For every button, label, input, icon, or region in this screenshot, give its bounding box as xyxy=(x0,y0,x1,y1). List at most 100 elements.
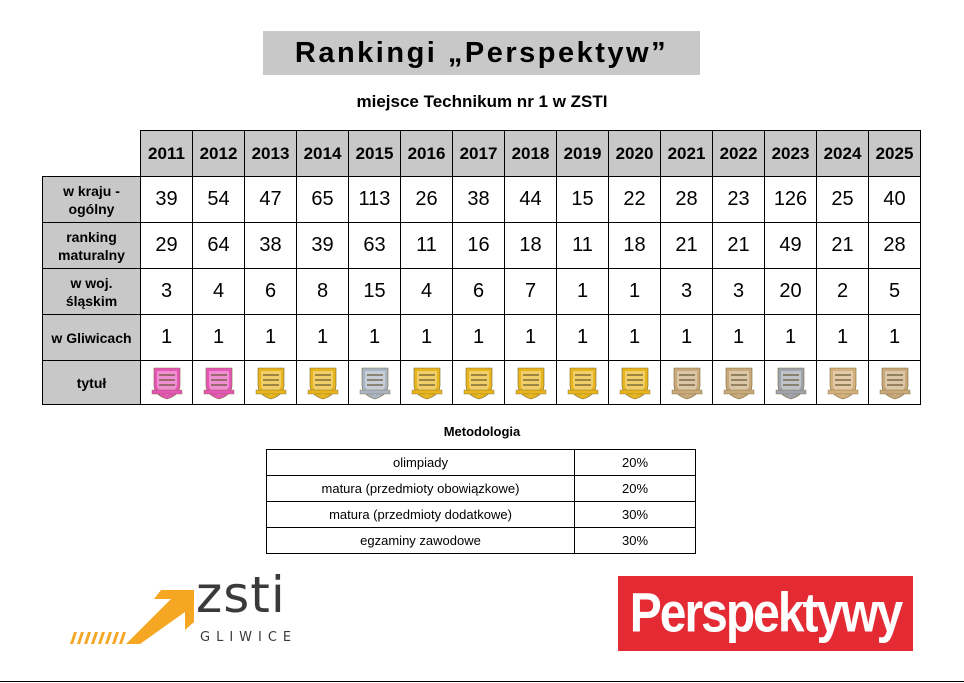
ranking-badge-icon xyxy=(671,367,702,399)
rank-value: 11 xyxy=(400,222,453,269)
ranking-badge-icon xyxy=(775,367,806,399)
row-label-line: ogólny xyxy=(68,200,115,217)
table-row: w Gliwicach 1 1 1 1 1 1 1 1 1 1 1 1 1 1 1 xyxy=(42,314,921,361)
rank-value: 126 xyxy=(764,176,817,223)
methodology-table: olimpiady 20% matura (przedmioty obowiązko… xyxy=(266,449,696,554)
rank-value: 22 xyxy=(608,176,661,223)
methodology-criterion: matura (przedmioty obowiązkowe) xyxy=(266,475,575,502)
methodology-row: matura (przedmioty dodatkowe) 30% xyxy=(266,501,696,528)
rank-value: 38 xyxy=(244,222,297,269)
rank-value: 1 xyxy=(764,314,817,361)
methodology-criterion: olimpiady xyxy=(266,449,575,476)
rank-value: 21 xyxy=(712,222,765,269)
rank-value: 25 xyxy=(816,176,869,223)
year-header: 2023 xyxy=(764,130,817,177)
zsti-logo-stripe xyxy=(91,632,98,644)
rank-value: 7 xyxy=(504,268,557,315)
badge-cell xyxy=(192,360,245,405)
year-header: 2017 xyxy=(452,130,505,177)
rank-value: 16 xyxy=(452,222,505,269)
rank-value: 11 xyxy=(556,222,609,269)
badge-cell xyxy=(348,360,401,405)
zsti-logo-stripe xyxy=(119,632,126,644)
ranking-badge-icon xyxy=(411,367,442,399)
rank-value: 18 xyxy=(608,222,661,269)
perspektywy-logo-word: Perspektywy xyxy=(629,583,904,644)
year-header: 2013 xyxy=(244,130,297,177)
zsti-logo-word: zsti xyxy=(196,566,286,624)
zsti-logo-stripe xyxy=(77,632,84,644)
row-label-line: maturalny xyxy=(58,246,125,263)
ranking-badge-icon xyxy=(151,367,182,399)
methodology-row: matura (przedmioty obowiązkowe) 20% xyxy=(266,475,696,502)
title-background xyxy=(263,31,700,75)
rank-value: 1 xyxy=(244,314,297,361)
table-row: ranking maturalny 29 64 38 39 63 11 16 18 11 18 21 21… xyxy=(42,222,921,269)
badge-cell xyxy=(608,360,661,405)
ranking-badge-icon xyxy=(879,367,910,399)
methodology-criterion: egzaminy zawodowe xyxy=(266,527,575,554)
badge-cell xyxy=(556,360,609,405)
methodology-weight: 20% xyxy=(574,449,696,476)
ranking-badge-icon xyxy=(619,367,650,399)
zsti-logo-stripe xyxy=(105,632,112,644)
row-label: w Gliwicach xyxy=(42,314,141,361)
year-header: 2021 xyxy=(660,130,713,177)
rank-value: 40 xyxy=(868,176,921,223)
year-header: 2018 xyxy=(504,130,557,177)
methodology-weight: 20% xyxy=(574,475,696,502)
year-header: 2016 xyxy=(400,130,453,177)
rank-value: 15 xyxy=(556,176,609,223)
rank-value: 64 xyxy=(192,222,245,269)
row-label-line: w woj. xyxy=(70,274,113,291)
rank-value: 1 xyxy=(660,314,713,361)
rank-value: 3 xyxy=(712,268,765,315)
rank-value: 65 xyxy=(296,176,349,223)
ranking-badge-icon xyxy=(827,367,858,399)
zsti-logo-stripe xyxy=(70,632,77,644)
rank-value: 2 xyxy=(816,268,869,315)
rank-value: 1 xyxy=(816,314,869,361)
rank-value: 44 xyxy=(504,176,557,223)
badge-cell xyxy=(764,360,817,405)
rank-value: 28 xyxy=(660,176,713,223)
ranking-table: 2011 2012 2013 2014 2015 2016 2017 2018 2019 2020… xyxy=(42,130,921,405)
row-label: tytuł xyxy=(42,360,141,405)
rank-value: 54 xyxy=(192,176,245,223)
rank-value: 1 xyxy=(504,314,557,361)
methodology-criterion: matura (przedmioty dodatkowe) xyxy=(266,501,575,528)
year-header: 2022 xyxy=(712,130,765,177)
rank-value: 29 xyxy=(140,222,193,269)
rank-value: 39 xyxy=(140,176,193,223)
ranking-badge-icon xyxy=(567,367,598,399)
year-header: 2025 xyxy=(868,130,921,177)
row-label-line: w Gliwicach xyxy=(51,329,132,346)
year-header: 2012 xyxy=(192,130,245,177)
page-title: Rankingi „Perspektyw” xyxy=(294,37,669,69)
year-header: 2019 xyxy=(556,130,609,177)
rank-value: 15 xyxy=(348,268,401,315)
badge-cell xyxy=(296,360,349,405)
rank-value: 6 xyxy=(452,268,505,315)
rank-value: 38 xyxy=(452,176,505,223)
rank-value: 21 xyxy=(816,222,869,269)
rank-value: 49 xyxy=(764,222,817,269)
rank-value: 1 xyxy=(192,314,245,361)
row-label: ranking maturalny xyxy=(42,222,141,269)
rank-value: 28 xyxy=(868,222,921,269)
zsti-logo-subtitle: GLIWICE xyxy=(200,630,298,645)
zsti-logo-stripe xyxy=(98,632,105,644)
perspektywy-logo-background xyxy=(618,576,913,651)
table-corner xyxy=(43,131,141,177)
year-header-row: 2011 2012 2013 2014 2015 2016 2017 2018 2019 2020… xyxy=(43,130,921,177)
ranking-badge-icon xyxy=(515,367,546,399)
badge-row: tytuł xyxy=(42,360,921,405)
row-label: w kraju - ogólny xyxy=(42,176,141,223)
rank-value: 1 xyxy=(140,314,193,361)
rank-value: 6 xyxy=(244,268,297,315)
badge-cell xyxy=(660,360,713,405)
year-header: 2015 xyxy=(348,130,401,177)
rank-value: 26 xyxy=(400,176,453,223)
ranking-badge-icon xyxy=(723,367,754,399)
rank-value: 1 xyxy=(556,314,609,361)
